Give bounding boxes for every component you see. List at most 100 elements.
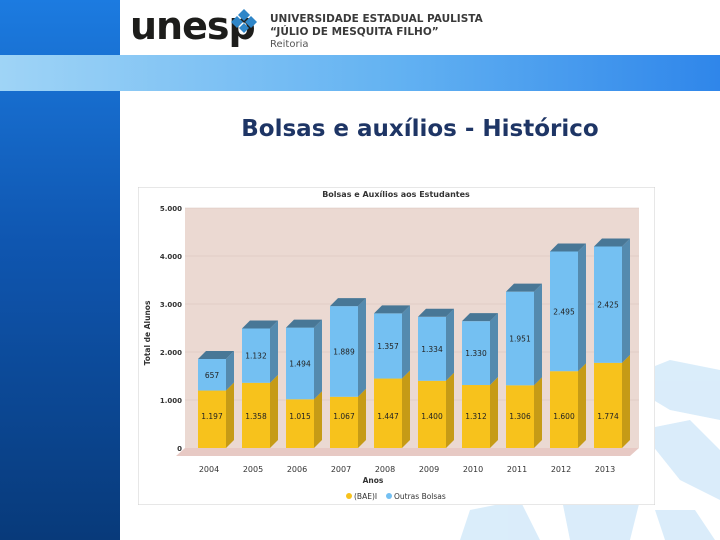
x-tick-label: 2004 (199, 465, 219, 474)
value-label-outras: 1.889 (333, 347, 355, 356)
x-tick-label: 2007 (331, 465, 351, 474)
bar-outras (198, 359, 226, 391)
bar-side-bae (578, 363, 586, 448)
y-tick-label: 4.000 (160, 253, 182, 261)
bar-top (462, 313, 498, 322)
value-label-bae: 1.197 (201, 412, 223, 421)
bar-top (418, 308, 454, 317)
bar-top (594, 238, 630, 247)
chart-title: Bolsas e Auxílios aos Estudantes (322, 190, 470, 199)
legend: (BAE)I Outras Bolsas (346, 492, 446, 501)
bar-side-outras (314, 319, 322, 400)
bar-bae (506, 385, 534, 448)
university-name: UNIVERSIDADE ESTADUAL PAULISTA (270, 13, 483, 25)
legend-series2-label: Outras Bolsas (394, 492, 446, 501)
header-band (0, 55, 720, 91)
y-axis-label: Total de Alunos (143, 300, 152, 365)
university-unit: Reitoria (270, 39, 309, 50)
bar-top (374, 305, 410, 314)
bar-side-outras (402, 305, 410, 379)
x-tick-label: 2008 (375, 465, 395, 474)
bar-bae (286, 399, 314, 448)
bar-top (550, 243, 586, 252)
bar-outras (594, 246, 622, 363)
value-label-outras: 1.357 (377, 342, 399, 351)
y-tick-label: 0 (177, 445, 182, 453)
unesp-logo-icon (231, 9, 257, 33)
bar-top (242, 320, 278, 329)
bar-bae (594, 362, 622, 448)
bar-top (286, 319, 322, 328)
value-label-outras: 657 (205, 371, 220, 380)
bar-bae (550, 371, 578, 448)
x-tick-label: 2011 (507, 465, 527, 474)
bar-bae (242, 382, 270, 448)
bar-side-bae (358, 388, 366, 448)
value-label-bae: 1.447 (377, 412, 399, 421)
header-bar (120, 0, 720, 55)
bar-bae (418, 380, 446, 448)
bar-side-outras (358, 298, 366, 397)
bar-top (330, 298, 366, 307)
value-label-bae: 1.400 (421, 412, 443, 421)
y-tick-label: 1.000 (160, 397, 182, 405)
legend-series2-swatch (386, 493, 392, 499)
value-label-bae: 1.312 (465, 412, 487, 421)
bar-side-outras (622, 238, 630, 363)
unesp-logo-text: unesp (130, 4, 256, 48)
x-tick-label: 2006 (287, 465, 307, 474)
bar-side-bae (446, 372, 454, 448)
bar-side-outras (270, 320, 278, 383)
bar-side-bae (402, 370, 410, 448)
bar-side-outras (226, 351, 234, 391)
bar-side-bae (622, 354, 630, 448)
bar-bae (462, 385, 490, 448)
bar-bae (330, 396, 358, 448)
bar-outras (286, 327, 314, 400)
bar-side-bae (314, 391, 322, 448)
bar-outras (462, 321, 490, 386)
bar-top (198, 351, 234, 360)
bar-side-bae (270, 374, 278, 448)
bar-side-bae (490, 377, 498, 448)
bar-side-outras (490, 313, 498, 386)
value-label-bae: 1.600 (553, 412, 575, 421)
bar-side-bae (534, 377, 542, 448)
bar-outras (550, 251, 578, 372)
bar-outras (418, 316, 446, 381)
bar-bae (374, 378, 402, 448)
bar-side-outras (446, 308, 454, 381)
value-label-bae: 1.015 (289, 412, 311, 421)
bar-outras (374, 313, 402, 379)
value-label-outras: 1.951 (509, 334, 531, 343)
value-label-bae: 1.358 (245, 412, 267, 421)
value-label-outras: 2.495 (553, 307, 575, 316)
value-label-bae: 1.306 (509, 412, 531, 421)
stacked-bar-chart: Bolsas e Auxílios aos Estudantes 0 1.000 2… (138, 187, 655, 505)
value-label-outras: 2.425 (597, 301, 619, 310)
legend-series1-swatch (346, 493, 352, 499)
bar-bae (198, 390, 226, 448)
bar-side-outras (534, 283, 542, 386)
bar-side-outras (578, 243, 586, 372)
bar-outras (506, 291, 534, 386)
bar-outras (242, 328, 270, 383)
y-tick-label: 5.000 (160, 205, 182, 213)
x-tick-label: 2013 (595, 465, 615, 474)
x-tick-label: 2009 (419, 465, 439, 474)
bar-outras (330, 306, 358, 397)
value-label-outras: 1.330 (465, 349, 487, 358)
x-tick-label: 2005 (243, 465, 263, 474)
bar-side-bae (226, 382, 234, 448)
chart-floor (176, 448, 639, 456)
x-axis-label: Anos (363, 476, 384, 485)
value-label-bae: 1.774 (597, 412, 619, 421)
chart-container: Bolsas e Auxílios aos Estudantes 0 1.000 2… (138, 187, 655, 505)
value-label-outras: 1.132 (245, 352, 267, 361)
value-label-outras: 1.334 (421, 345, 443, 354)
bar-top (506, 283, 542, 292)
slide-title: Bolsas e auxílios - Histórico (241, 116, 599, 142)
university-subname: “JÚLIO DE MESQUITA FILHO” (270, 26, 439, 38)
value-label-bae: 1.067 (333, 412, 355, 421)
value-label-outras: 1.494 (289, 359, 311, 368)
